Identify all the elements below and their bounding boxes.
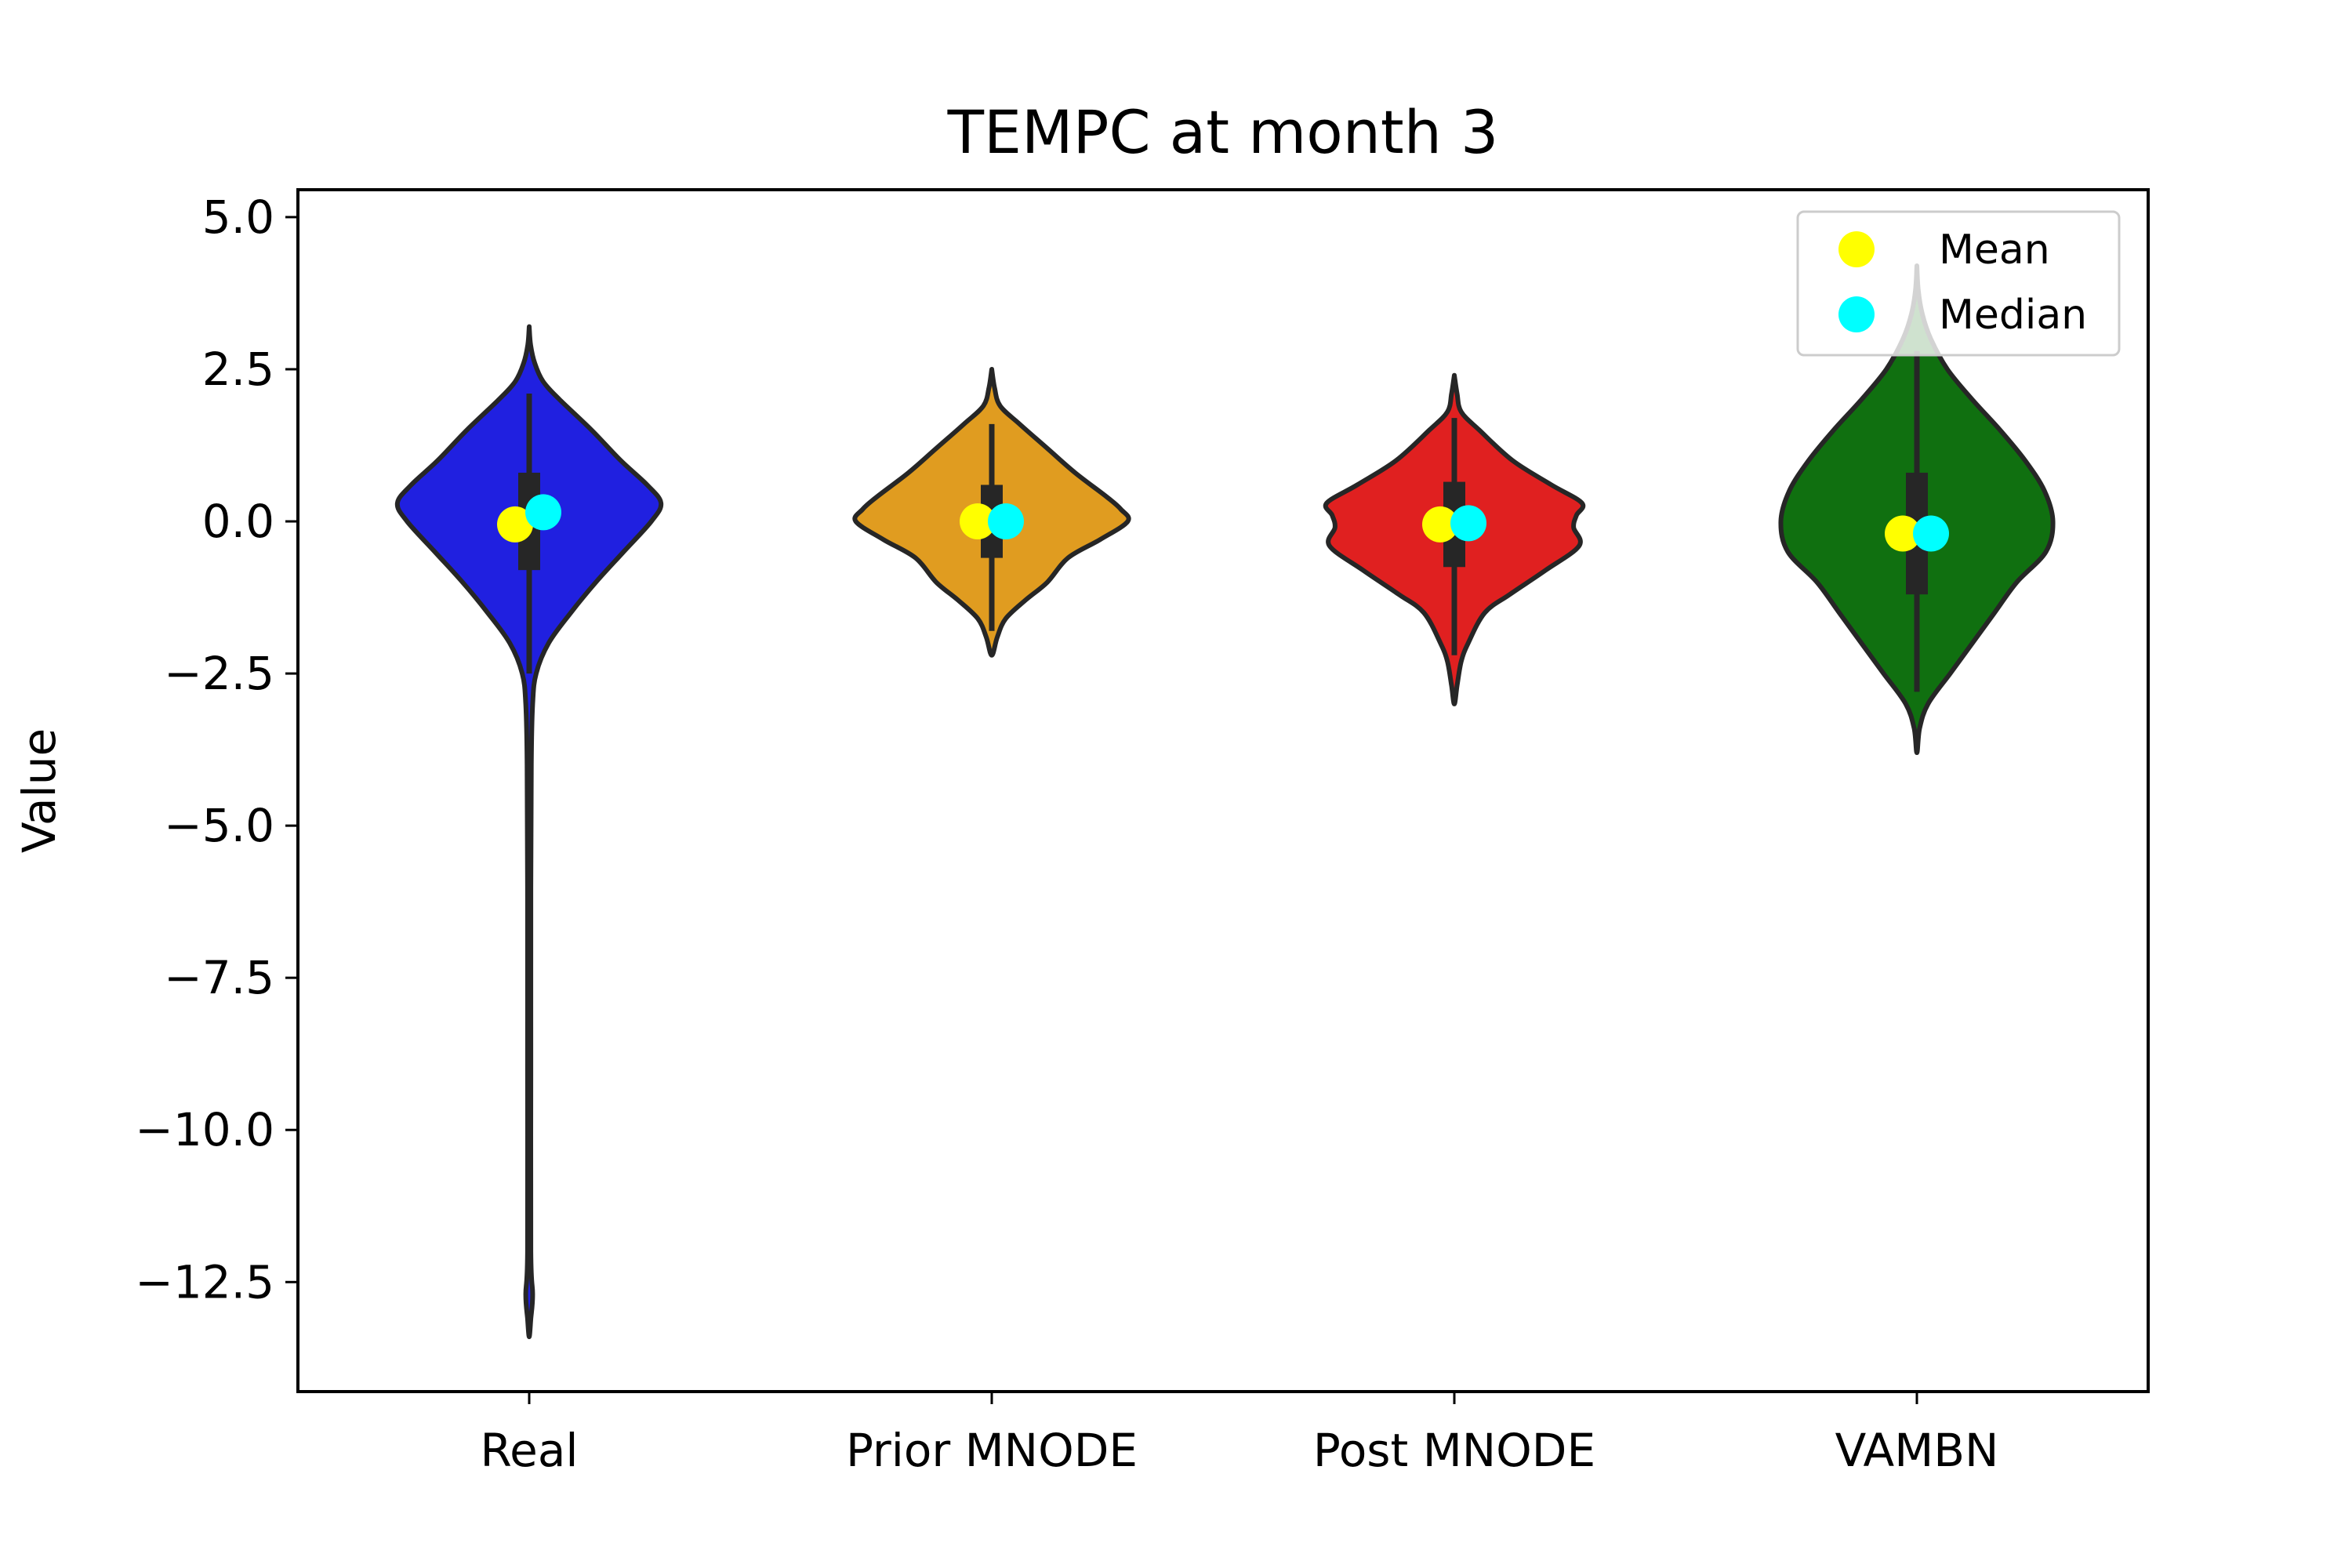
legend: Mean Median (1796, 210, 2121, 357)
mean-marker (497, 506, 533, 543)
x-tick-label: Prior MNODE (846, 1424, 1138, 1477)
y-tick-label: −5.0 (164, 799, 274, 852)
y-tick-label: −2.5 (164, 647, 274, 700)
median-marker (1450, 505, 1486, 542)
legend-mean-label: Mean (1939, 227, 2050, 274)
x-tick-label: Post MNODE (1313, 1424, 1595, 1477)
chart-title: TEMPC at month 3 (947, 97, 1499, 167)
y-tick-label: −7.5 (164, 951, 274, 1004)
y-tick-label: 0.0 (202, 495, 274, 548)
median-marker (525, 494, 561, 531)
median-marker (1913, 515, 1949, 552)
x-ticks: Real Prior MNODE Post MNODE VAMBN (480, 1392, 1998, 1477)
violin-real (394, 324, 664, 1340)
violin-vambn (1778, 263, 2056, 755)
x-tick-label: VAMBN (1835, 1424, 1999, 1477)
violins-layer (394, 263, 2056, 1340)
y-axis-label: Value (13, 728, 66, 853)
violin-body (394, 324, 664, 1340)
y-tick-label: 2.5 (202, 343, 274, 396)
legend-mean-marker (1838, 231, 1875, 267)
legend-box (1796, 210, 2121, 357)
violin-prior-mnode (852, 367, 1131, 658)
mean-marker (1885, 515, 1921, 552)
x-tick-label: Real (480, 1424, 578, 1477)
legend-median-marker (1838, 296, 1875, 332)
y-tick-label: −12.5 (135, 1255, 274, 1308)
axes-frame (296, 188, 2150, 1393)
mean-marker (1422, 506, 1458, 543)
y-ticks: 5.0 2.5 0.0 −2.5 −5.0 −7.5 −10.0 −12.5 (135, 191, 298, 1308)
legend-median-label: Median (1939, 292, 2087, 339)
y-tick-label: 5.0 (202, 191, 274, 244)
y-tick-label: −10.0 (135, 1103, 274, 1156)
violin-post-mnode (1323, 372, 1586, 706)
median-marker (988, 503, 1024, 540)
mean-marker (960, 503, 996, 540)
